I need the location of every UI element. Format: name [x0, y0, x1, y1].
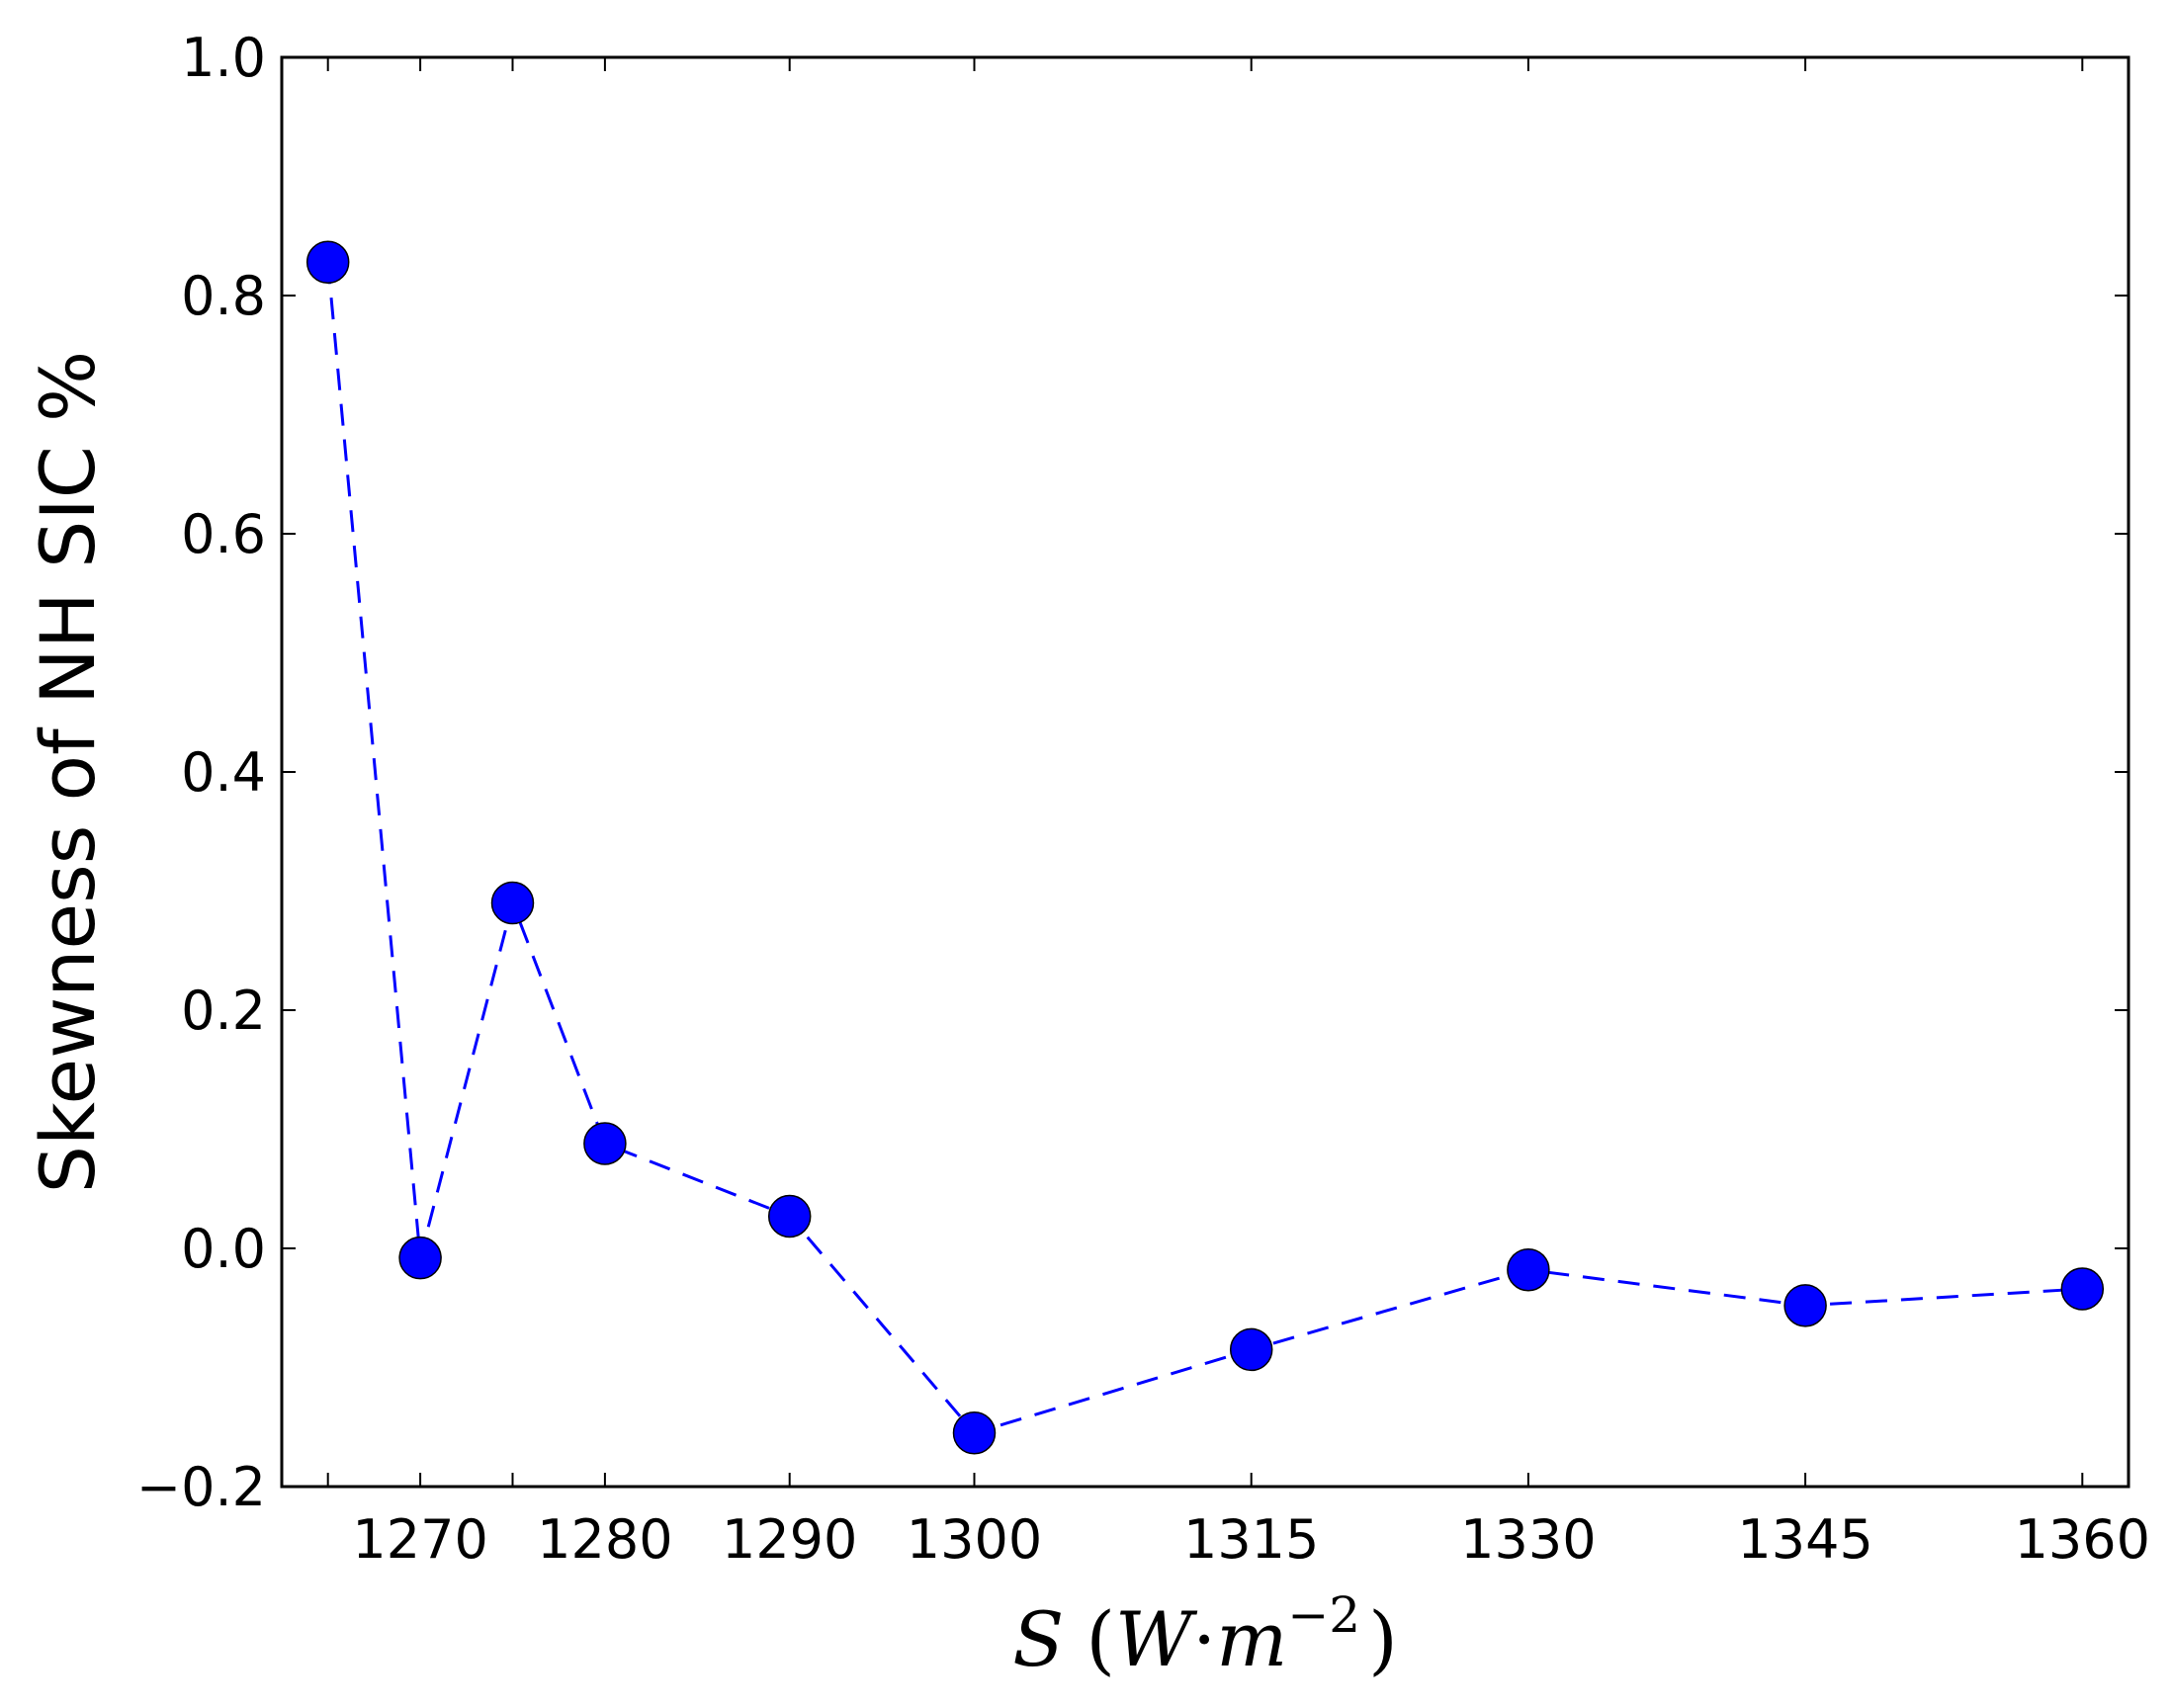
series-line [326, 262, 2083, 1435]
y-tick-label: 0.2 [181, 980, 266, 1042]
x-axis: 1270 1280 1290 1300 1315 1330 1345 1360 [326, 57, 2150, 1571]
y-tick-label: −0.2 [136, 1456, 266, 1518]
x-axis-label-dot: · [1192, 1595, 1216, 1683]
x-axis-label-open: ( [1086, 1595, 1115, 1683]
x-tick-label: 1300 [907, 1508, 1042, 1571]
x-axis-label-m: m [1216, 1595, 1287, 1683]
y-axis-label: Skewness of NH SIC % [24, 351, 112, 1193]
x-tick-label: 1270 [352, 1508, 487, 1571]
data-point [1507, 1247, 1550, 1292]
x-axis-label-unit: W [1115, 1595, 1198, 1683]
data-point [305, 240, 350, 285]
x-tick-label: 1315 [1183, 1508, 1319, 1571]
y-tick-label: 1.0 [181, 27, 266, 89]
data-point [2060, 1267, 2105, 1311]
plot-layer [305, 240, 2105, 1455]
data-point [398, 1236, 442, 1280]
x-axis-label-exponent: −2 [1287, 1586, 1360, 1644]
data-point [583, 1122, 627, 1165]
data-point [767, 1194, 812, 1238]
data-point [1783, 1284, 1827, 1327]
x-axis-label: S (W·m−2) [1012, 1586, 1397, 1683]
y-axis: −0.2 0.0 0.2 0.4 0.6 0.8 1.0 [136, 27, 2129, 1518]
data-point [952, 1411, 997, 1455]
x-tick-label: 1345 [1737, 1508, 1872, 1571]
x-tick-label: 1290 [722, 1508, 857, 1571]
x-tick-label: 1330 [1460, 1508, 1596, 1571]
y-tick-label: 0.4 [181, 741, 266, 804]
x-tick-label: 1360 [2015, 1508, 2150, 1571]
data-point [490, 881, 535, 925]
x-axis-label-close: ) [1368, 1595, 1398, 1683]
x-axis-label-var: S [1012, 1595, 1064, 1683]
x-tick-label: 1280 [537, 1508, 672, 1571]
y-tick-label: 0.6 [181, 503, 266, 565]
y-tick-label: 0.8 [181, 265, 266, 327]
plot-frame [280, 55, 2130, 1489]
y-tick-label: 0.0 [181, 1218, 266, 1280]
data-point [1229, 1327, 1273, 1372]
